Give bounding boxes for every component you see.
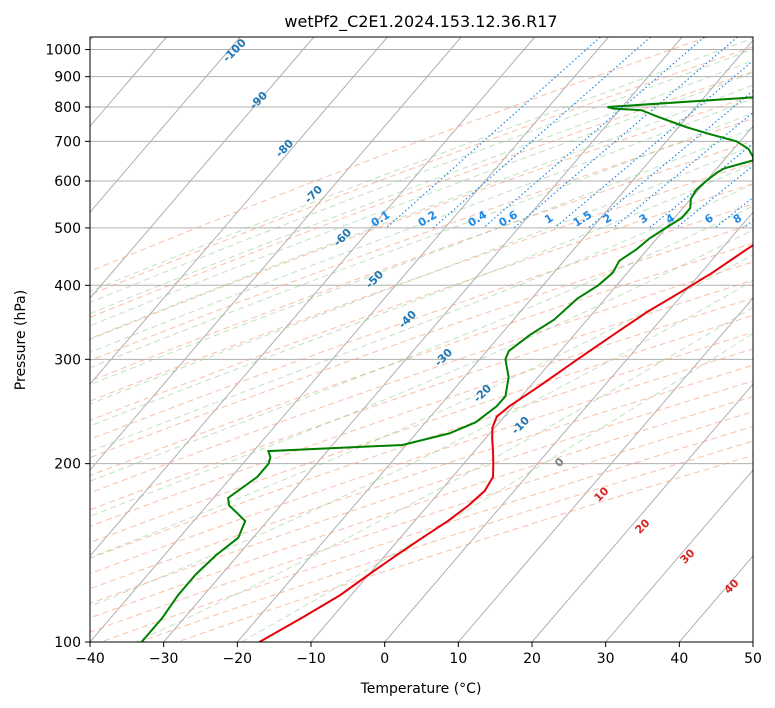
moist-adiabat-line bbox=[90, 205, 753, 482]
y-tick-label: 100 bbox=[54, 635, 81, 651]
mixing-ratio-line bbox=[482, 37, 705, 229]
dry-adiabat-line bbox=[90, 183, 753, 421]
y-tick-label: 500 bbox=[54, 221, 81, 237]
dry-adiabat-line bbox=[90, 203, 753, 440]
x-tick-label: 20 bbox=[523, 651, 541, 667]
dry-adiabat-line bbox=[90, 242, 753, 477]
x-tick-label: −20 bbox=[223, 651, 253, 667]
y-tick-label: 600 bbox=[54, 174, 81, 190]
y-tick-label: 900 bbox=[54, 70, 81, 86]
mixing-ratio-line bbox=[675, 165, 753, 229]
mixing-ratio-line bbox=[554, 60, 753, 229]
isotherm-line bbox=[605, 469, 753, 642]
x-tick-label: 10 bbox=[449, 651, 467, 667]
moist-adiabat-line bbox=[90, 254, 753, 559]
isotherm-line bbox=[90, 37, 388, 385]
isotherm-line bbox=[531, 383, 753, 642]
dry-adiabat-line bbox=[90, 314, 753, 544]
moist-adiabat-line bbox=[90, 127, 753, 386]
y-tick-label: 700 bbox=[54, 134, 81, 150]
isotherm-line bbox=[90, 37, 462, 471]
x-tick-label: 40 bbox=[670, 651, 688, 667]
x-tick-label: −30 bbox=[149, 651, 179, 667]
moist-adiabat-line bbox=[240, 333, 753, 642]
dry-adiabat-line bbox=[90, 297, 753, 527]
moist-adiabat-line bbox=[90, 112, 753, 369]
dewpoint-profile-line bbox=[140, 96, 753, 642]
mixing-ratio-line bbox=[513, 37, 738, 229]
dry-adiabat-line bbox=[90, 396, 753, 619]
dry-adiabat-line bbox=[90, 140, 753, 382]
moist-adiabat-line bbox=[90, 280, 753, 607]
plot-frame bbox=[89, 36, 754, 643]
x-tick-label: 50 bbox=[744, 651, 762, 667]
mixing-ratio-line bbox=[432, 37, 651, 229]
series-group bbox=[140, 96, 753, 642]
y-tick-label: 800 bbox=[54, 100, 81, 116]
dry-adiabat-line bbox=[90, 348, 753, 575]
moist-adiabat-line bbox=[90, 163, 753, 427]
x-tick-label: −40 bbox=[75, 651, 105, 667]
isotherm-line bbox=[90, 37, 536, 557]
chart-title: wetPf2_C2E1.2024.153.12.36.R17 bbox=[284, 12, 557, 32]
moist-adiabat-line bbox=[90, 60, 753, 315]
isotherm-line bbox=[310, 125, 753, 642]
isotherm-line bbox=[90, 37, 241, 213]
x-tick-label: 30 bbox=[597, 651, 615, 667]
isotherm-line bbox=[90, 37, 609, 642]
moist-adiabat-line bbox=[90, 183, 753, 453]
tick-group: −40 −30 −20 −10 0 10 20 30 40 50 100 200 300 400 500 60… bbox=[45, 43, 762, 667]
isotherm-line bbox=[163, 37, 683, 642]
y-tick-label: 400 bbox=[54, 278, 81, 294]
moist-adiabat-line bbox=[90, 84, 753, 340]
y-tick-label: 1000 bbox=[45, 43, 81, 59]
mixing-ratio-label: 10 bbox=[750, 209, 770, 228]
x-tick-label: −10 bbox=[296, 651, 326, 667]
moist-adiabat-line bbox=[90, 97, 753, 353]
moist-adiabat-line bbox=[90, 144, 753, 405]
dry-adiabat-line bbox=[90, 94, 753, 340]
dry-adiabat-line bbox=[90, 261, 753, 494]
x-axis-label: Temperature (°C) bbox=[360, 681, 482, 697]
temperature-profile-line bbox=[258, 243, 753, 642]
isotherm-line bbox=[90, 37, 315, 299]
isotherm-line bbox=[384, 211, 753, 642]
dry-adiabat-line bbox=[90, 71, 753, 319]
isotherm-line bbox=[457, 297, 753, 642]
x-tick-label: 0 bbox=[380, 651, 389, 667]
y-axis-label: Pressure (hPa) bbox=[13, 290, 29, 390]
moist-adiabat-line bbox=[90, 37, 753, 293]
isotherm-line bbox=[236, 39, 753, 642]
dry-adiabat-line bbox=[90, 380, 753, 605]
background-lines bbox=[90, 37, 753, 642]
dry-adiabat-line bbox=[90, 162, 753, 402]
y-tick-label: 200 bbox=[54, 457, 81, 473]
moist-adiabat-line bbox=[90, 48, 753, 303]
dry-adiabat-line bbox=[90, 118, 753, 362]
y-tick-label: 300 bbox=[54, 352, 81, 368]
